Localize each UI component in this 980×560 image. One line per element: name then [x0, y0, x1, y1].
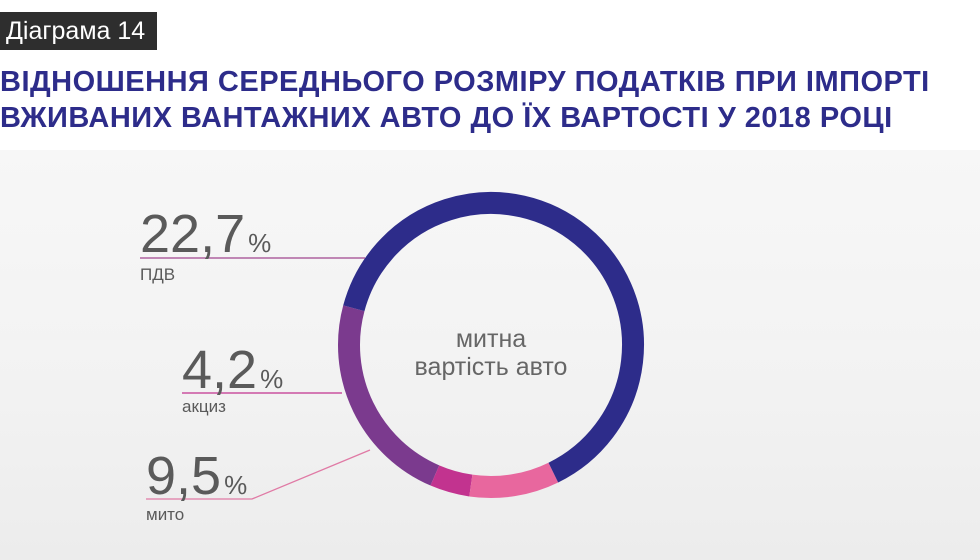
leader-lines — [140, 257, 371, 500]
slice-duty — [469, 462, 559, 498]
pdv-unit: % — [248, 228, 271, 258]
pdv-value: 22,7 — [140, 204, 245, 264]
chart-title: ВІДНОШЕННЯ СЕРЕДНЬОГО РОЗМІРУ ПОДАТКІВ П… — [0, 64, 980, 136]
chart-number-badge: Діаграма 14 — [0, 12, 158, 50]
duty-unit: % — [224, 470, 247, 500]
center-label-line-2: вартість авто — [415, 353, 568, 381]
duty-category-label: мито — [146, 505, 184, 524]
header: Діаграма 14 ВІДНОШЕННЯ СЕРЕДНЬОГО РОЗМІР… — [0, 0, 980, 150]
center-label-line-1: митна — [456, 325, 526, 353]
slice-pdv — [338, 305, 440, 486]
slice-customs-value — [343, 192, 644, 483]
pdv-value-label: 22,7% — [140, 204, 271, 264]
duty-value-label: 9,5% — [146, 446, 247, 506]
donut-slices — [338, 192, 644, 498]
excise-value: 4,2 — [182, 340, 257, 400]
duty-value: 9,5 — [146, 446, 221, 506]
pdv-category-label: ПДВ — [140, 265, 175, 284]
chart-title-line-2: ВЖИВАНИХ ВАНТАЖНИХ АВТО ДО ЇХ ВАРТОСТІ У… — [0, 102, 893, 134]
excise-category-label: акциз — [182, 397, 226, 416]
chart-title-line-1: ВІДНОШЕННЯ СЕРЕДНЬОГО РОЗМІРУ ПОДАТКІВ П… — [0, 66, 930, 98]
slice-excise — [430, 465, 473, 497]
excise-value-label: 4,2% — [182, 340, 283, 400]
excise-unit: % — [260, 364, 283, 394]
leader-line-duty — [146, 449, 371, 500]
